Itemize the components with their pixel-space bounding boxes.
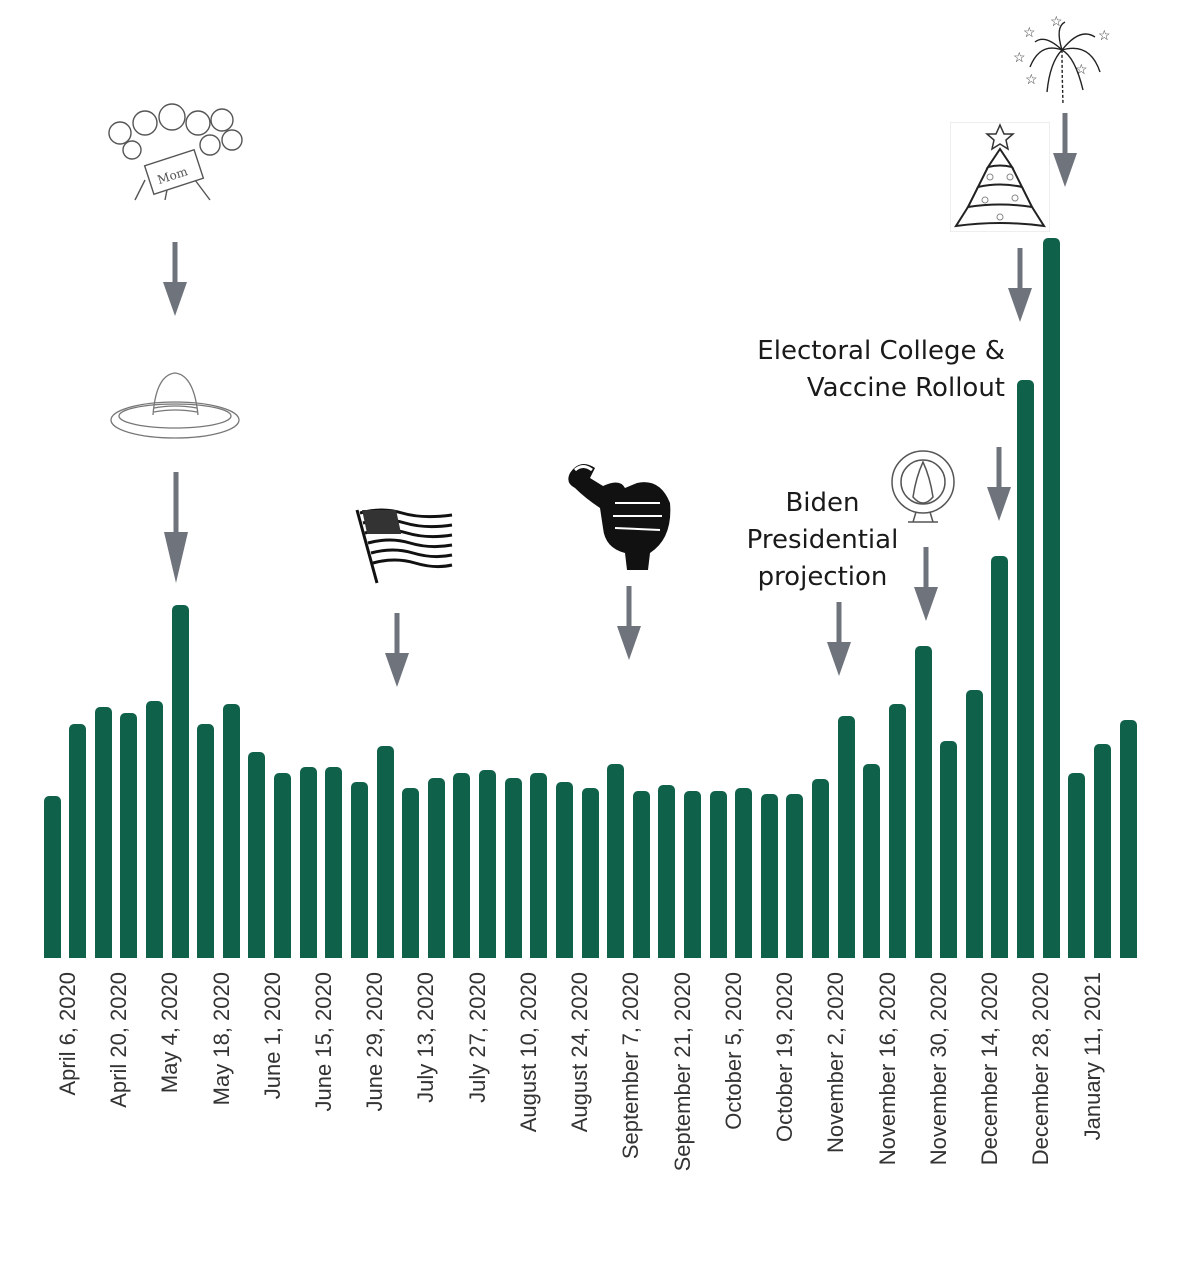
bar xyxy=(479,770,497,958)
x-tick-label: July 27, 2020 xyxy=(464,972,490,1103)
bar xyxy=(786,794,804,958)
bar xyxy=(1068,773,1086,958)
svg-text:☆: ☆ xyxy=(1050,13,1063,29)
annotation-biden-projection: Biden Presidential projection xyxy=(725,485,920,596)
annotation-line: Presidential xyxy=(746,525,899,555)
x-tick-label: October 5, 2020 xyxy=(720,972,746,1130)
bar xyxy=(940,741,958,958)
arrow-down-icon xyxy=(987,447,1011,521)
annotation-line: projection xyxy=(757,562,888,592)
arrow-down-icon xyxy=(164,472,188,583)
bar xyxy=(274,773,292,958)
bar xyxy=(914,646,932,958)
x-tick-label: November 2, 2020 xyxy=(823,972,849,1153)
bar xyxy=(581,788,599,958)
arrow-down-icon xyxy=(827,602,851,676)
bar xyxy=(453,773,471,958)
annotation-line: Vaccine Rollout xyxy=(806,373,1005,403)
flowers-mom-icon: Mom xyxy=(108,103,243,201)
arrow-down-icon xyxy=(617,586,641,660)
bar xyxy=(427,778,445,958)
x-tick-label: May 4, 2020 xyxy=(157,972,183,1094)
bar xyxy=(991,555,1009,958)
annotation-electoral-vaccine: Electoral College & Vaccine Rollout xyxy=(700,333,1005,407)
arrow-down-icon xyxy=(163,242,187,316)
bar xyxy=(1017,379,1035,958)
bar xyxy=(171,605,189,958)
annotation-line: Electoral College & xyxy=(757,336,1005,366)
svg-text:☆: ☆ xyxy=(1098,27,1111,43)
x-tick-label: April 20, 2020 xyxy=(106,972,132,1108)
bar xyxy=(735,788,753,958)
bar xyxy=(69,723,87,958)
arrow-down-icon xyxy=(1053,113,1077,187)
bar xyxy=(1042,237,1060,958)
bar xyxy=(376,746,394,958)
bar xyxy=(530,773,548,958)
x-tick-label: June 29, 2020 xyxy=(362,972,388,1112)
bar xyxy=(350,782,368,958)
bar xyxy=(402,788,420,958)
arrow-down-icon xyxy=(385,613,409,687)
x-tick-label: May 18, 2020 xyxy=(208,972,234,1106)
bar xyxy=(120,712,138,958)
turkey-icon xyxy=(891,450,955,523)
bar xyxy=(1093,744,1111,958)
svg-text:☆: ☆ xyxy=(1013,49,1026,65)
svg-text:☆: ☆ xyxy=(1075,61,1088,77)
fireworks-icon: ☆ ☆ ☆ ☆ ☆ ☆ xyxy=(1013,13,1111,105)
x-tick-label: October 19, 2020 xyxy=(772,972,798,1143)
sombrero-icon xyxy=(110,372,240,439)
bar xyxy=(632,791,650,958)
x-tick-label: January 11, 2021 xyxy=(1079,972,1105,1141)
x-tick-label: June 15, 2020 xyxy=(311,972,336,1112)
x-tick-label: December 28, 2020 xyxy=(1028,972,1054,1166)
x-tick-label: August 10, 2020 xyxy=(515,972,541,1133)
bar xyxy=(607,764,625,958)
bar xyxy=(837,715,855,958)
bar xyxy=(709,791,727,958)
bar xyxy=(43,796,61,958)
bar xyxy=(812,779,830,958)
annotation-line: Biden xyxy=(785,488,860,518)
svg-text:☆: ☆ xyxy=(1023,24,1036,40)
arrow-down-icon xyxy=(1008,248,1032,322)
bar xyxy=(299,767,317,958)
x-tick-label: June 1, 2020 xyxy=(259,972,285,1100)
fist-wrench-icon xyxy=(568,464,671,570)
x-tick-label: November 30, 2020 xyxy=(925,972,951,1166)
x-tick-label: December 14, 2020 xyxy=(977,972,1003,1166)
bar xyxy=(248,752,266,958)
bar xyxy=(1119,719,1137,958)
bar xyxy=(888,703,906,958)
bar xyxy=(684,791,701,958)
bar xyxy=(863,764,881,958)
bar xyxy=(555,782,573,958)
bar xyxy=(94,706,112,958)
bar xyxy=(197,723,215,958)
christmas-tree-icon xyxy=(950,122,1050,232)
bar xyxy=(760,794,778,958)
bar xyxy=(504,778,522,958)
bar xyxy=(222,703,240,958)
bar xyxy=(965,689,983,958)
x-tick-label: July 13, 2020 xyxy=(413,972,439,1103)
bar xyxy=(145,700,163,958)
x-tick-label: August 24, 2020 xyxy=(567,972,593,1133)
bar xyxy=(658,785,676,958)
svg-text:☆: ☆ xyxy=(1025,71,1038,87)
x-tick-label: September 21, 2020 xyxy=(669,972,695,1172)
x-tick-label: April 6, 2020 xyxy=(54,972,80,1096)
us-flag-icon xyxy=(355,508,453,584)
bar xyxy=(325,767,343,958)
x-tick-label: November 16, 2020 xyxy=(874,972,900,1166)
x-tick-label: September 7, 2020 xyxy=(618,972,644,1160)
